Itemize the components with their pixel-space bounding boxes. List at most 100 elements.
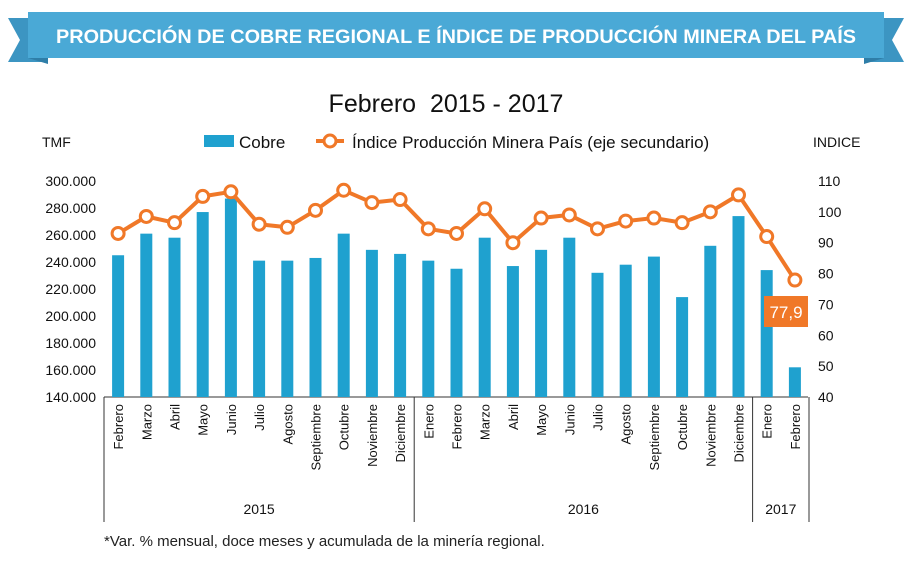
index-point [420,221,436,237]
left-tick-label: 160.000 [45,362,96,378]
month-label: Agosto [619,404,634,444]
left-tick-label: 280.000 [45,200,96,216]
left-axis-label: TMF [42,134,71,150]
month-label: Diciembre [732,404,747,463]
month-label: Mayo [534,404,549,436]
bar [422,260,435,397]
bar [224,198,237,397]
month-label: Julio [252,404,267,431]
callout: 77,9 [764,296,808,327]
month-label: Septiembre [309,404,324,470]
month-label: Marzo [139,404,154,440]
bar [253,260,266,397]
left-tick-label: 260.000 [45,227,96,243]
year-label: 2015 [244,501,275,517]
bar [168,237,181,397]
index-point [110,225,126,241]
month-label: Enero [421,404,436,439]
index-point [195,188,211,204]
bar [760,270,773,397]
month-label: Febrero [111,404,126,450]
bar [337,233,350,397]
index-point [279,219,295,235]
index-point [138,208,154,224]
index-point [167,215,182,231]
bar [281,260,294,397]
left-axis-ticks: 300.000 280.000 260.000 240.000 220.000 200.0… [45,173,96,405]
banner-left-fold [28,58,48,64]
month-label: Enero [760,404,775,439]
index-point [392,192,408,208]
index-point [759,229,775,245]
bar [140,233,153,397]
bar [196,212,209,397]
index-point [364,195,380,211]
callout-value: 77,9 [769,303,802,322]
callout-box [764,296,808,327]
bar [535,249,548,397]
month-label: Octubre [337,404,352,450]
bar [619,264,632,397]
month-label: Julio [591,404,606,431]
month-labels: Febrero Marzo Abril Mayo Junio Julio Agosto Sep… [111,404,803,471]
legend: Cobre Índice Producción Minera País (eje… [204,133,709,152]
index-point [561,207,577,223]
banner-body [28,12,884,58]
chart-title: Febrero 2015 - 2017 [329,90,564,118]
index-point [702,204,718,220]
index-point [590,221,605,237]
right-axis-ticks: 110 100 90 80 70 60 50 40 [818,173,842,405]
right-tick-label: 90 [818,235,834,251]
bar [506,266,519,397]
banner-title: PRODUCCIÓN DE COBRE REGIONAL E ÍNDICE DE… [56,26,856,48]
index-point [336,182,352,198]
index-point [477,201,493,217]
left-tick-label: 180.000 [45,335,96,351]
right-tick-label: 50 [818,358,834,374]
bar [365,249,378,397]
year-groups: 2015 2016 2017 [103,397,810,522]
bar [450,268,463,397]
legend-label-cobre: Cobre [239,133,285,152]
bar [563,237,576,397]
year-label: 2017 [765,501,796,517]
month-label: Octubre [675,404,690,450]
month-label: Abril [168,404,183,430]
left-tick-label: 240.000 [45,254,96,270]
year-label: 2016 [568,501,599,517]
month-label: Marzo [478,404,493,440]
index-point [533,210,549,226]
right-axis-label: INDICE [813,134,860,150]
right-tick-label: 70 [818,296,834,312]
month-label: Noviembre [365,404,380,467]
bar [394,253,407,397]
index-point [618,213,634,229]
left-tick-label: 200.000 [45,308,96,324]
month-label: Mayo [196,404,211,436]
month-label: Abril [506,404,521,430]
footnote: *Var. % mensual, doce meses y acumulada … [104,533,545,550]
month-label: Febrero [450,404,465,450]
index-point [787,272,803,288]
index-point [505,235,521,251]
banner-right-fold [864,58,884,64]
index-point [251,216,267,232]
legend-swatch-marker [322,133,338,149]
index-point [731,187,746,203]
month-label: Junio [562,404,577,435]
index-line [110,182,803,288]
index-point [646,210,662,226]
month-label: Junio [224,404,239,435]
bar [732,216,745,397]
bar [309,257,322,397]
month-label: Diciembre [393,404,408,463]
bars [112,198,801,397]
index-point [449,225,464,241]
legend-label-indice: Índice Producción Minera País (eje secun… [352,133,709,152]
right-tick-label: 110 [818,173,841,189]
month-label: Noviembre [703,404,718,467]
title-banner: PRODUCCIÓN DE COBRE REGIONAL E ÍNDICE DE… [8,12,904,64]
index-point [674,215,690,231]
bar [676,297,689,397]
